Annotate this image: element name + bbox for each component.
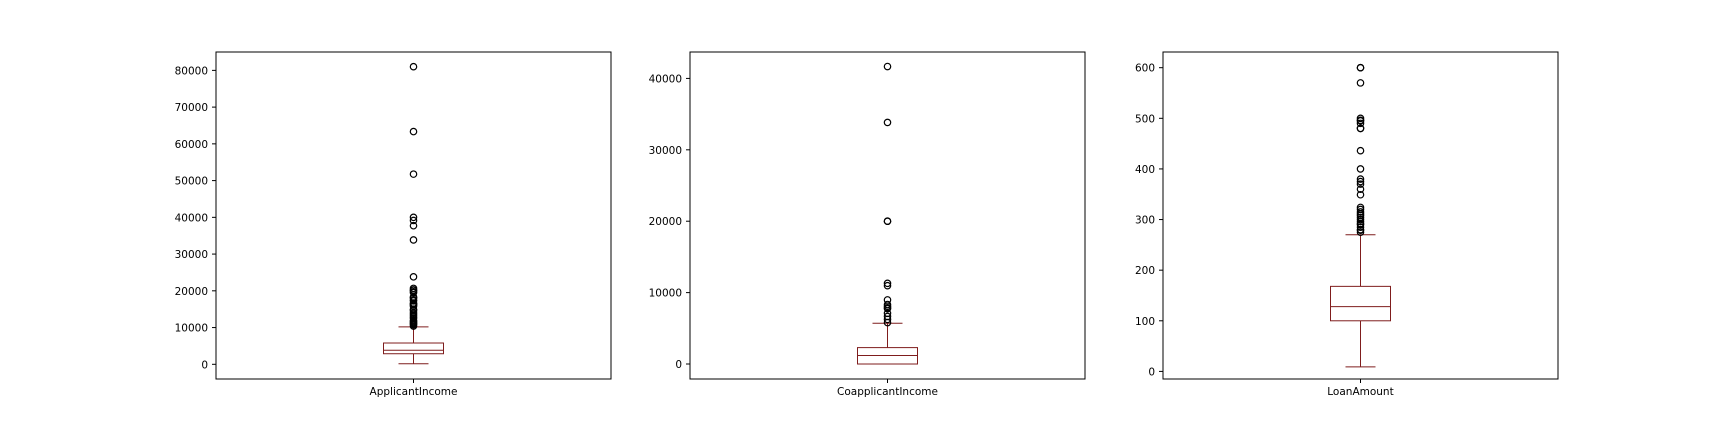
outlier-point — [883, 217, 892, 226]
y-tick-label: 70000 — [175, 102, 208, 114]
outlier-point — [409, 127, 418, 136]
outlier-point — [1356, 63, 1365, 72]
y-tick-label: 20000 — [175, 286, 208, 298]
y-tick-label: 500 — [1135, 113, 1155, 125]
outlier-point — [1356, 165, 1365, 173]
outlier-point — [883, 279, 892, 288]
outlier-point — [883, 281, 892, 290]
y-tick-label: 40000 — [175, 212, 208, 224]
boxplot-panel-loanamount: 0 100 200 300 400 500 600 LoanAmount — [1135, 51, 1559, 398]
outlier-point — [1356, 124, 1365, 133]
outlier-point — [883, 62, 892, 71]
outlier-point — [409, 236, 418, 244]
y-tick-label: 0 — [675, 359, 682, 371]
outlier-point — [1356, 180, 1365, 188]
outlier-point — [1356, 208, 1365, 216]
iqr-box — [1330, 285, 1391, 322]
y-tick-label: 80000 — [175, 65, 208, 77]
y-tick-label: 0 — [201, 359, 208, 371]
iqr-box — [383, 342, 444, 355]
y-tick-label: 100 — [1135, 316, 1155, 328]
outlier-point — [1356, 190, 1365, 199]
outlier-point — [1356, 177, 1365, 186]
outlier-point — [883, 309, 892, 318]
x-tick-label: LoanAmount — [1327, 386, 1393, 398]
outlier-point — [1356, 79, 1365, 87]
outlier-point — [883, 118, 892, 127]
y-tick-label: 600 — [1135, 63, 1155, 75]
outlier-point — [883, 300, 892, 309]
y-tick-label: 30000 — [175, 249, 208, 261]
outlier-point — [409, 216, 418, 225]
outlier-point — [409, 170, 418, 178]
outlier-point — [409, 62, 418, 71]
outlier-point — [1356, 146, 1365, 155]
outlier-point — [1356, 114, 1365, 123]
y-tick-label: 10000 — [649, 288, 682, 300]
y-tick-label: 300 — [1135, 215, 1155, 227]
y-tick-label: 40000 — [649, 73, 682, 85]
outlier-point — [409, 221, 418, 230]
boxplot-panel-coapplicantincome: 0 10000 20000 30000 40000 CoapplicantIncome — [649, 51, 1086, 398]
outlier-point — [883, 312, 892, 321]
y-tick-label: 30000 — [649, 145, 682, 157]
outlier-point — [409, 273, 418, 281]
y-tick-label: 20000 — [649, 216, 682, 228]
boxplot-panel-applicantincome: 0 10000 20000 30000 40000 50000 60000 70000 8000… — [175, 51, 612, 398]
outlier-point — [883, 296, 892, 304]
outlier-point — [409, 284, 418, 293]
outlier-point — [1356, 203, 1365, 212]
y-tick-label: 50000 — [175, 176, 208, 188]
outlier-point — [1356, 185, 1365, 193]
x-tick-label: CoapplicantIncome — [837, 386, 938, 398]
outlier-point — [1356, 223, 1365, 231]
outlier-point — [1356, 175, 1365, 183]
outlier-point — [409, 213, 418, 222]
y-tick-label: 200 — [1135, 265, 1155, 277]
y-tick-label: 400 — [1135, 164, 1155, 176]
y-tick-label: 0 — [1148, 366, 1155, 378]
y-tick-label: 10000 — [175, 323, 208, 335]
x-tick-label: ApplicantIncome — [370, 386, 458, 398]
y-tick-label: 60000 — [175, 139, 208, 151]
outlier-point — [1356, 119, 1365, 128]
